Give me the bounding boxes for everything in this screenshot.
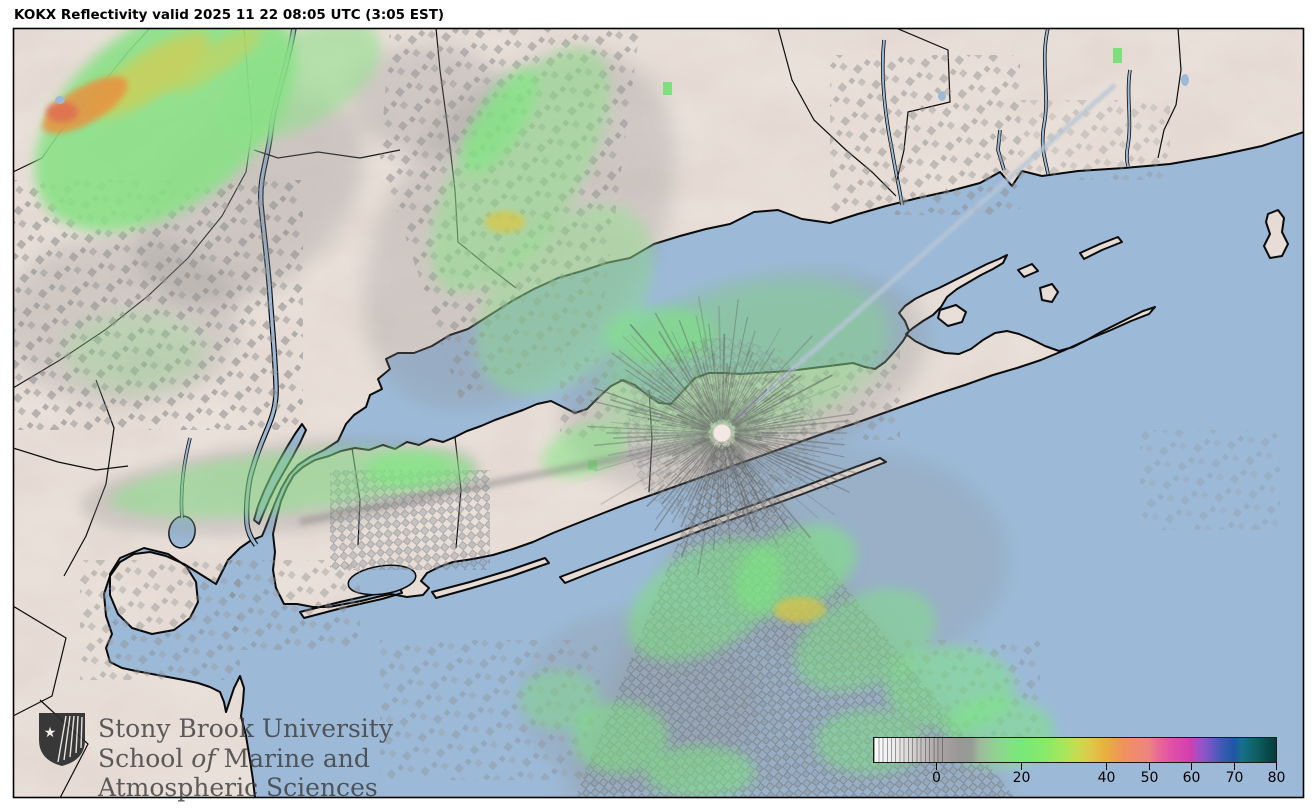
colorbar-tick [1021,762,1022,770]
beam-streak [733,83,1117,422]
sbu-logo-text: Stony Brook University School of Marine … [98,714,393,803]
logo-line-2: School of Marine and [98,743,370,773]
colorbar-label: 70 [1225,770,1244,786]
radar-site-marker [712,423,732,443]
colorbar-tick [1149,762,1150,770]
colorbar-tick [1191,762,1192,770]
logo-line-3: Atmospheric Sciences [98,773,378,802]
colorbar-label: 60 [1182,770,1201,786]
colorbar-tick [1276,762,1277,770]
sbu-shield-icon: ★ [39,713,85,766]
logo-line-1: Stony Brook University [98,714,393,743]
colorbar-label: 80 [1267,770,1286,786]
page-title: KOKX Reflectivity valid 2025 11 22 08:05… [14,7,445,23]
colorbar-label: 50 [1140,770,1159,786]
colorbar-tick [1106,762,1107,770]
reflectivity-colorbar: 0 20 40 50 60 70 80 [873,737,1285,786]
svg-text:★: ★ [44,725,57,741]
colorbar-tick [936,762,937,770]
colorbar-label: 20 [1012,770,1031,786]
colorbar-label: 40 [1097,770,1116,786]
lakes [55,74,1189,104]
colorbar-label: 0 [932,770,941,786]
colorbar-tick [1234,762,1235,770]
map-frame [12,27,1305,799]
sbu-logo: ★ Stony Brook University School of Marin… [36,710,393,803]
colorbar-gradient [873,737,1277,763]
radar-spokes [587,296,857,575]
